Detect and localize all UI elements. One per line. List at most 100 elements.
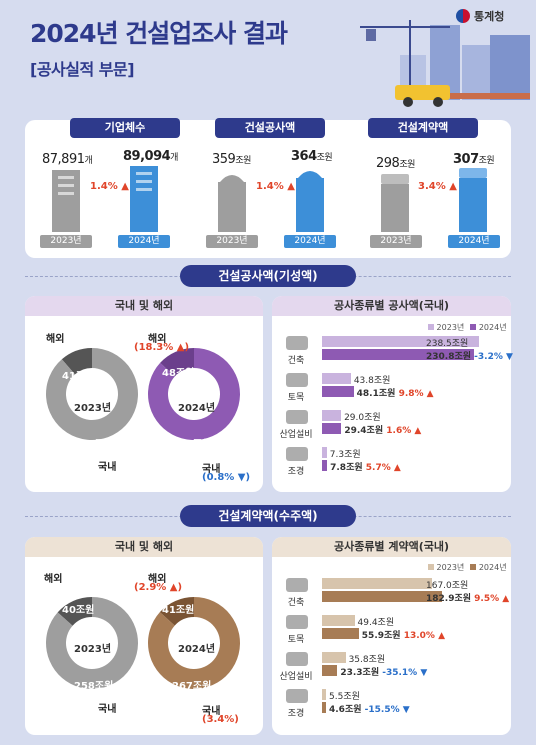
bar-category-label: 조경 bbox=[287, 467, 305, 477]
bar-change-label: -35.1% ▼ bbox=[379, 668, 428, 678]
category-icon bbox=[286, 373, 308, 387]
kpi-companies-2023: 87,891개 bbox=[42, 152, 93, 167]
bar-value-label: 167.0조원 bbox=[426, 581, 469, 591]
building-gray-icon bbox=[52, 170, 80, 232]
construction-illustration bbox=[360, 20, 530, 107]
bar-change-label: 13.0% ▲ bbox=[400, 631, 445, 641]
kpi-contract-2024: 307조원 bbox=[453, 152, 495, 167]
kpi-companies-year-2023: 2023년 bbox=[40, 235, 92, 248]
kpi-contract-year-2023: 2023년 bbox=[370, 235, 422, 248]
category-icon bbox=[286, 410, 308, 424]
kpi-contract-change: 3.4% ▲ bbox=[418, 181, 457, 192]
change-domestic-k24: (3.4%) bbox=[202, 714, 239, 725]
donut-slice-overseas bbox=[159, 597, 194, 626]
bar-value-label: 7.3조원 bbox=[329, 450, 361, 460]
building-blue-icon bbox=[130, 166, 158, 232]
bar-value-label: 23.3조원 -35.1% ▼ bbox=[340, 668, 428, 678]
category-icon bbox=[286, 615, 308, 629]
bar-value-label: 55.9조원 13.0% ▲ bbox=[361, 631, 445, 641]
value-domestic-k23: 258조원 bbox=[74, 681, 114, 692]
category-icon bbox=[286, 336, 308, 350]
kpi-title-contract: 건설계약액 bbox=[368, 118, 478, 138]
kpi-construction-2024: 364조원 bbox=[291, 149, 333, 164]
bar-value-label: 230.8조원 -3.2% ▼ bbox=[426, 352, 513, 362]
bar-category-label: 토목 bbox=[287, 635, 305, 645]
section-title-construction: 건설공사액(기성액) bbox=[180, 265, 356, 287]
kpi-card bbox=[25, 120, 511, 258]
bar-value-label: 49.4조원 bbox=[357, 618, 395, 628]
contract-bar-chart: 건축 167.0조원 182.9조원 9.5% ▲ 토목 49.4조원 55.9조원 13… bbox=[276, 578, 510, 728]
kpi-construction-year-2024: 2024년 bbox=[284, 235, 336, 248]
donut-center-k24: 2024년 bbox=[178, 644, 216, 655]
donut-center-c23: 2023년 bbox=[74, 403, 112, 414]
category-icon bbox=[286, 578, 308, 592]
value-overseas-k23: 40조원 bbox=[62, 605, 95, 616]
kpi-title-companies: 기업체수 bbox=[70, 118, 180, 138]
bar-2023년 bbox=[322, 410, 342, 421]
bar-2024년 bbox=[322, 386, 354, 397]
contract-donut-title: 국내 및 해외 bbox=[25, 537, 263, 557]
donut-contract-2024 bbox=[148, 597, 240, 689]
bar-2024년 bbox=[322, 460, 328, 471]
bar-category-label: 산업설비 bbox=[279, 430, 313, 440]
label-overseas-k24: 해외 bbox=[148, 574, 167, 585]
agency-logo: 통계청 bbox=[456, 8, 504, 24]
donut-center-k23: 2023년 bbox=[74, 644, 112, 655]
value-domestic-c23: 319조원 bbox=[74, 439, 114, 450]
agency-name: 통계청 bbox=[474, 10, 505, 23]
kpi-construction-2023: 359조원 bbox=[212, 152, 251, 167]
value-domestic-k24: 267조원 bbox=[172, 681, 212, 692]
bar-2023년 bbox=[322, 652, 346, 663]
kpi-construction-change: 1.4% ▲ bbox=[256, 181, 295, 192]
construction-legend: 2023년 2024년 bbox=[428, 322, 507, 333]
kpi-contract-year-2024: 2024년 bbox=[448, 235, 500, 248]
bar-2023년 bbox=[322, 615, 355, 626]
bar-category-label: 산업설비 bbox=[279, 672, 313, 682]
bar-2023년 bbox=[322, 578, 432, 589]
kpi-construction-year-2023: 2023년 bbox=[206, 235, 258, 248]
bar-value-label: 43.8조원 bbox=[353, 376, 391, 386]
value-domestic-c24: 316조원 bbox=[172, 439, 212, 450]
category-icon bbox=[286, 652, 308, 666]
construction-bar-title: 공사종류별 공사액(국내) bbox=[272, 296, 511, 316]
label-overseas-c24: 해외 bbox=[148, 334, 167, 345]
bar-change-label: -3.2% ▼ bbox=[471, 352, 513, 362]
donut-slice-domestic bbox=[45, 348, 138, 440]
bar-value-label: 5.5조원 bbox=[329, 692, 360, 702]
label-domestic-k24: 국내 bbox=[202, 706, 221, 717]
bar-value-label: 182.9조원 9.5% ▲ bbox=[426, 594, 510, 604]
category-icon bbox=[286, 447, 308, 461]
bar-value-label: 7.8조원 5.7% ▲ bbox=[330, 463, 401, 473]
bar-value-label: 4.6조원 -15.5% ▼ bbox=[329, 705, 410, 715]
bar-category-label: 건축 bbox=[287, 598, 305, 608]
money-building-gray-icon bbox=[381, 174, 409, 232]
helmet-building-blue-icon bbox=[296, 171, 324, 232]
donut-slice-overseas bbox=[61, 348, 92, 375]
bar-change-label: -15.5% ▼ bbox=[361, 705, 410, 715]
label-domestic-c23: 국내 bbox=[98, 462, 117, 473]
value-overseas-c23: 41조원 bbox=[62, 371, 95, 382]
bar-2023년 bbox=[322, 373, 351, 384]
contract-bar-card bbox=[272, 537, 511, 735]
value-overseas-k24: 41조원 bbox=[162, 605, 195, 616]
bar-category-label: 토목 bbox=[287, 393, 305, 403]
kpi-companies-change: 1.4% ▲ bbox=[90, 181, 129, 192]
kpi-contract-2023: 298조원 bbox=[376, 156, 415, 171]
helmet-building-gray-icon bbox=[218, 175, 246, 232]
bar-2024년 bbox=[322, 349, 474, 360]
bar-value-label: 29.4조원 1.6% ▲ bbox=[344, 426, 422, 436]
legend-2023: 2023년 bbox=[428, 562, 464, 573]
donut-slice-domestic bbox=[148, 597, 240, 689]
page-title: 2024년 건설업조사 결과 bbox=[30, 19, 288, 48]
page-subtitle: [공사실적 부문] bbox=[30, 60, 135, 79]
donut-slice-domestic bbox=[46, 597, 138, 689]
donut-slice-domestic bbox=[148, 348, 240, 440]
bar-2023년 bbox=[322, 447, 327, 458]
legend-2023: 2023년 bbox=[428, 322, 464, 333]
category-icon bbox=[286, 689, 308, 703]
bar-value-label: 35.8조원 bbox=[348, 655, 386, 665]
bar-2024년 bbox=[322, 665, 338, 676]
change-domestic-c24: (0.8% ▼) bbox=[202, 472, 251, 483]
bar-category-label: 건축 bbox=[287, 356, 305, 366]
bar-2024년 bbox=[322, 702, 326, 713]
